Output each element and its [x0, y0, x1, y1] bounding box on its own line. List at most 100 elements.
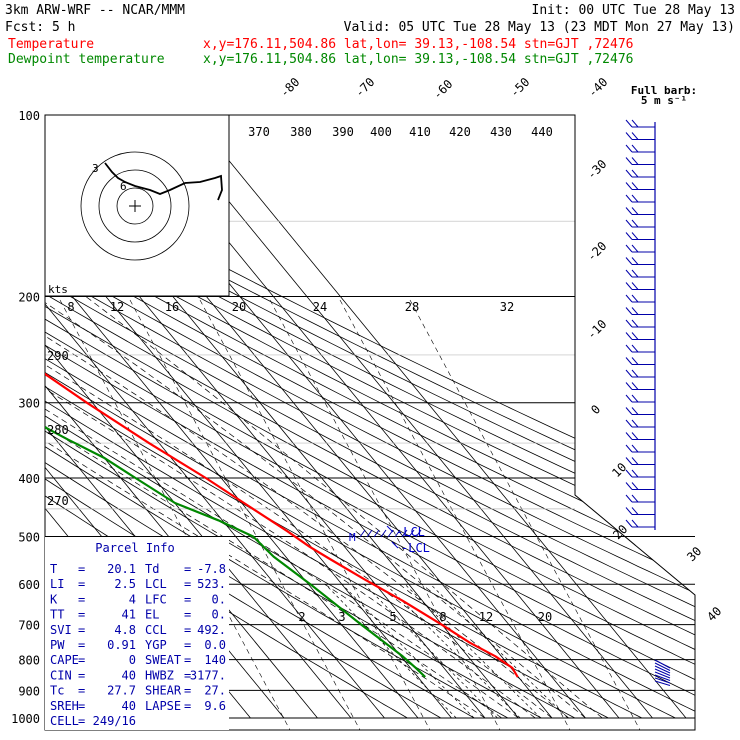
- wind-barb: [625, 407, 655, 415]
- wind-barb: [408, 529, 415, 538]
- wind-barb-flag: [625, 157, 633, 165]
- moist-adiabat-line: [45, 268, 586, 719]
- parcel-info-cell: LAPSE: [145, 699, 181, 713]
- barb-key-title: Full barb:: [631, 84, 697, 97]
- dewpoint-temperature-line: [45, 425, 426, 678]
- parcel-info-cell: K: [50, 592, 58, 606]
- wind-barb-flag: [625, 394, 633, 403]
- wind-barb: [654, 668, 671, 676]
- theta-label: 420: [449, 125, 471, 139]
- dry-adiabat-line: [45, 115, 643, 719]
- wind-barb: [366, 529, 373, 538]
- pressure-tick-label: 400: [18, 472, 40, 486]
- isotherm-label: -10: [584, 317, 609, 342]
- dry-adiabat-line: [45, 115, 509, 719]
- wind-barb: [380, 529, 387, 538]
- wind-barb-flag: [625, 119, 633, 128]
- parcel-info-row: SVI = 4.8 CCL = 492.: [50, 623, 226, 637]
- wind-barb-flag: [625, 444, 633, 453]
- temperature-legend-label: Temperature: [8, 37, 94, 52]
- wind-barb-flag: [631, 519, 639, 528]
- wind-barb: [654, 665, 671, 674]
- wind-barb-flag: [631, 244, 639, 253]
- wind-barb-flag: [625, 219, 633, 228]
- wind-barb: [625, 182, 655, 190]
- hodograph-trace: [104, 162, 223, 201]
- sounding-series: [45, 372, 519, 678]
- parcel-info-cell: CIN: [50, 668, 72, 682]
- wind-barb-flag: [625, 257, 633, 265]
- wind-barb-flag: [625, 194, 633, 203]
- parcel-info-cell: LI: [50, 577, 64, 591]
- mixing-ratio-label: 5: [389, 610, 396, 624]
- wind-barb: [654, 662, 671, 671]
- wind-barb: [625, 244, 655, 253]
- wind-barb-flag: [631, 432, 639, 440]
- mixing-ratio-label: 24: [313, 300, 327, 314]
- parcel-info-row: PW = 0.91 YGP = 0.0: [50, 638, 226, 652]
- parcel-info-cell: =: [78, 668, 85, 682]
- isotherm-label: -70: [352, 75, 377, 100]
- wind-barb-flag: [631, 132, 639, 140]
- wind-barb-flag: [625, 307, 633, 315]
- parcel-info-cell: SHEAR: [145, 684, 182, 698]
- parcel-info-cell: LCL: [145, 577, 167, 591]
- wind-barb: [625, 444, 655, 453]
- parcel-info-cell: 0.: [212, 592, 226, 606]
- wind-barb-flag: [631, 257, 639, 265]
- wind-barb: [625, 257, 655, 265]
- wind-barb-flag: [631, 494, 639, 503]
- lcl-marker: [391, 541, 399, 549]
- wind-barb: [625, 344, 655, 353]
- parcel-info-cell: =: [78, 684, 85, 698]
- theta-label: 380: [290, 125, 312, 139]
- wind-barb: [625, 457, 655, 465]
- mixing-ratio-line: [339, 299, 571, 730]
- parcel-info-cell: CAPE: [50, 653, 79, 667]
- parcel-info-cell: 27.: [204, 684, 226, 698]
- mixing-ratio-label: 8: [67, 300, 74, 314]
- hodograph-units-label: kts: [48, 283, 68, 296]
- parcel-info-cell: 0.0: [204, 638, 226, 652]
- init-time: Init: 00 UTC Tue 28 May 13: [532, 3, 736, 18]
- mixing-ratio-grid: [59, 299, 641, 730]
- parcel-info-cell: 40: [122, 668, 136, 682]
- hodograph-ring: [98, 169, 172, 243]
- wind-barb: [625, 194, 655, 203]
- dry-adiabat-line: [45, 115, 676, 719]
- mixing-ratio-line: [363, 583, 498, 719]
- wind-barb: [625, 382, 655, 390]
- parcel-info-row: CAPE = 0 SWEAT = 140: [50, 653, 226, 667]
- parcel-info-cell: 249/16: [93, 714, 136, 728]
- wind-barb-flag: [625, 169, 633, 178]
- moist-adiabat-line: [45, 268, 570, 719]
- lcl-label: -LCL: [401, 541, 430, 555]
- dewpoint-location-info: x,y=176.11,504.86 lat,lon= 39.13,-108.54…: [203, 52, 633, 67]
- wind-barb: [415, 529, 422, 538]
- forecast-hour: Fcst: 5 h: [5, 20, 75, 35]
- moist-adiabat-line: [45, 268, 519, 719]
- wind-barb-flag: [631, 332, 639, 340]
- wind-barb: [394, 529, 401, 538]
- isotherm-line: [45, 115, 385, 719]
- pressure-tick-label: 800: [18, 654, 40, 668]
- parcel-info-cell: YGP: [145, 638, 167, 652]
- mixing-ratio-label: 12: [110, 300, 124, 314]
- wind-barb-flag: [625, 344, 633, 353]
- isotherm-label: -60: [430, 77, 455, 102]
- wind-barb: [625, 419, 655, 428]
- parcel-info-row: SREH = 40 LAPSE = 9.6: [50, 699, 226, 713]
- mixing-ratio-label: 32: [500, 300, 514, 314]
- wind-barb-flag: [631, 232, 639, 240]
- wind-barb: [625, 207, 655, 215]
- wind-barb: [625, 144, 655, 153]
- valid-time: Valid: 05 UTC Tue 28 May 13 (23 MDT Mon …: [344, 20, 735, 35]
- mixing-ratio-label: 28: [405, 300, 419, 314]
- isotherm-line: [45, 115, 452, 719]
- parcel-info-cell: SWEAT: [145, 653, 181, 667]
- isotherm-label: 10: [609, 460, 629, 480]
- parcel-info-cell: TT: [50, 608, 64, 622]
- parcel-info-title: Parcel Info: [95, 541, 174, 555]
- wind-barb-flag: [625, 407, 633, 415]
- wind-barb: [373, 529, 380, 538]
